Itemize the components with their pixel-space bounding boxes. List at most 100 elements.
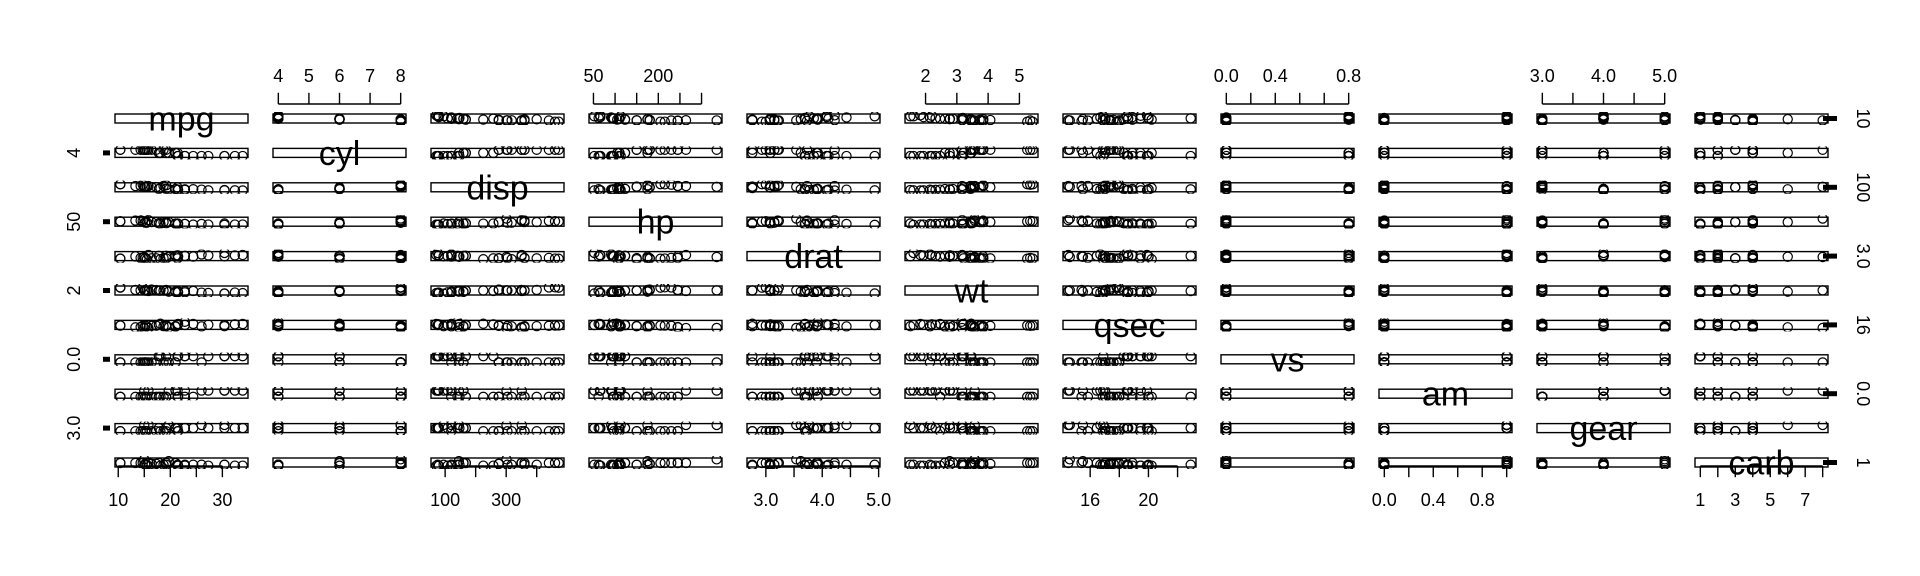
data-point — [1111, 391, 1122, 401]
data-point — [593, 391, 604, 401]
tick-label: 30 — [212, 490, 232, 510]
data-point — [519, 426, 530, 435]
tick-label: 5 — [1014, 66, 1024, 86]
data-point — [823, 218, 834, 229]
points — [273, 387, 406, 401]
data-point — [944, 421, 955, 431]
variable-label: hp — [637, 204, 675, 242]
data-point — [446, 391, 457, 401]
tick-label: 20 — [1138, 490, 1158, 510]
points — [115, 456, 248, 469]
data-point — [642, 251, 653, 262]
data-point — [229, 422, 241, 434]
axes-layer: 4 5 6 7 8 50 200 2 3 4 5 0.0 0.4 0.8 3.0 4.0 5.010 20 30 10… — [64, 66, 1873, 510]
data-point — [934, 352, 946, 362]
data-point — [1098, 184, 1109, 194]
data-point — [1712, 352, 1723, 362]
data-point — [1095, 150, 1106, 160]
data-point — [791, 456, 802, 465]
left-axis-gear: 3.0 — [64, 416, 110, 441]
data-point — [666, 252, 677, 263]
data-point — [1343, 286, 1354, 297]
data-point — [765, 459, 776, 469]
points — [1063, 352, 1196, 366]
data-point — [791, 387, 802, 396]
data-point — [930, 150, 941, 160]
data-point — [1659, 184, 1670, 194]
data-point — [135, 285, 146, 296]
data-point — [1098, 112, 1109, 122]
tick-label: 0.4 — [1421, 490, 1446, 510]
data-point — [188, 150, 199, 160]
data-point — [908, 387, 919, 396]
data-point — [869, 319, 880, 331]
data-point — [488, 285, 499, 297]
points — [905, 352, 1038, 366]
data-point — [1537, 146, 1548, 155]
data-point — [531, 320, 542, 332]
panel-r4-c7 — [1220, 249, 1355, 263]
data-point — [614, 357, 625, 366]
data-point — [203, 219, 214, 229]
data-point — [130, 457, 141, 469]
panel-r5-c2 — [430, 284, 565, 297]
points — [1221, 387, 1354, 401]
panel-frame — [1378, 285, 1513, 296]
data-point — [1025, 115, 1036, 125]
data-point — [1105, 457, 1117, 469]
data-point — [1695, 112, 1706, 123]
data-point — [237, 249, 248, 261]
panel-r2-c2: disp — [430, 169, 565, 207]
data-point — [829, 322, 840, 332]
points — [905, 318, 1038, 332]
panel-frame — [1062, 147, 1197, 159]
variable-label: vs — [1271, 341, 1305, 379]
data-point — [908, 185, 919, 194]
panel-r1-c1: cyl — [272, 135, 407, 173]
data-point — [944, 387, 956, 396]
points — [747, 318, 880, 332]
data-point — [1501, 456, 1512, 465]
tick-label: 3.0 — [1530, 66, 1555, 86]
data-point — [589, 288, 600, 297]
data-point — [1025, 426, 1036, 435]
points — [1537, 215, 1670, 229]
data-point — [543, 457, 555, 469]
data-point — [1782, 421, 1793, 431]
data-point — [219, 184, 230, 194]
data-point — [924, 150, 936, 160]
data-point — [908, 459, 919, 469]
data-point — [1379, 150, 1390, 160]
panel-r1-c6 — [1062, 146, 1197, 160]
data-point — [549, 116, 561, 125]
data-point — [869, 387, 880, 396]
data-point — [631, 357, 642, 366]
data-point — [1063, 215, 1074, 226]
data-point — [179, 459, 191, 469]
data-point — [543, 284, 555, 293]
data-point — [680, 457, 692, 469]
right-axis-mpg: 10 — [1823, 108, 1873, 129]
data-point — [1127, 352, 1138, 362]
panel-r6-c2 — [430, 318, 565, 332]
panel-r8-c5 — [904, 387, 1039, 401]
data-point — [615, 321, 626, 332]
data-point — [666, 180, 677, 190]
data-point — [804, 184, 815, 194]
data-point — [395, 426, 406, 435]
data-point — [918, 387, 929, 396]
panel-frame — [1220, 422, 1355, 434]
data-point — [273, 357, 284, 366]
data-point — [179, 218, 191, 229]
data-point — [829, 219, 840, 229]
variable-label: mpg — [148, 101, 214, 139]
data-point — [237, 185, 248, 194]
data-point — [179, 150, 191, 160]
points — [747, 215, 880, 229]
data-point — [1782, 387, 1793, 396]
panel-r7-c5 — [904, 352, 1039, 366]
data-point — [1095, 421, 1106, 431]
data-point — [593, 459, 604, 469]
left-axis-hp: 50 — [64, 212, 110, 232]
points — [589, 352, 722, 366]
